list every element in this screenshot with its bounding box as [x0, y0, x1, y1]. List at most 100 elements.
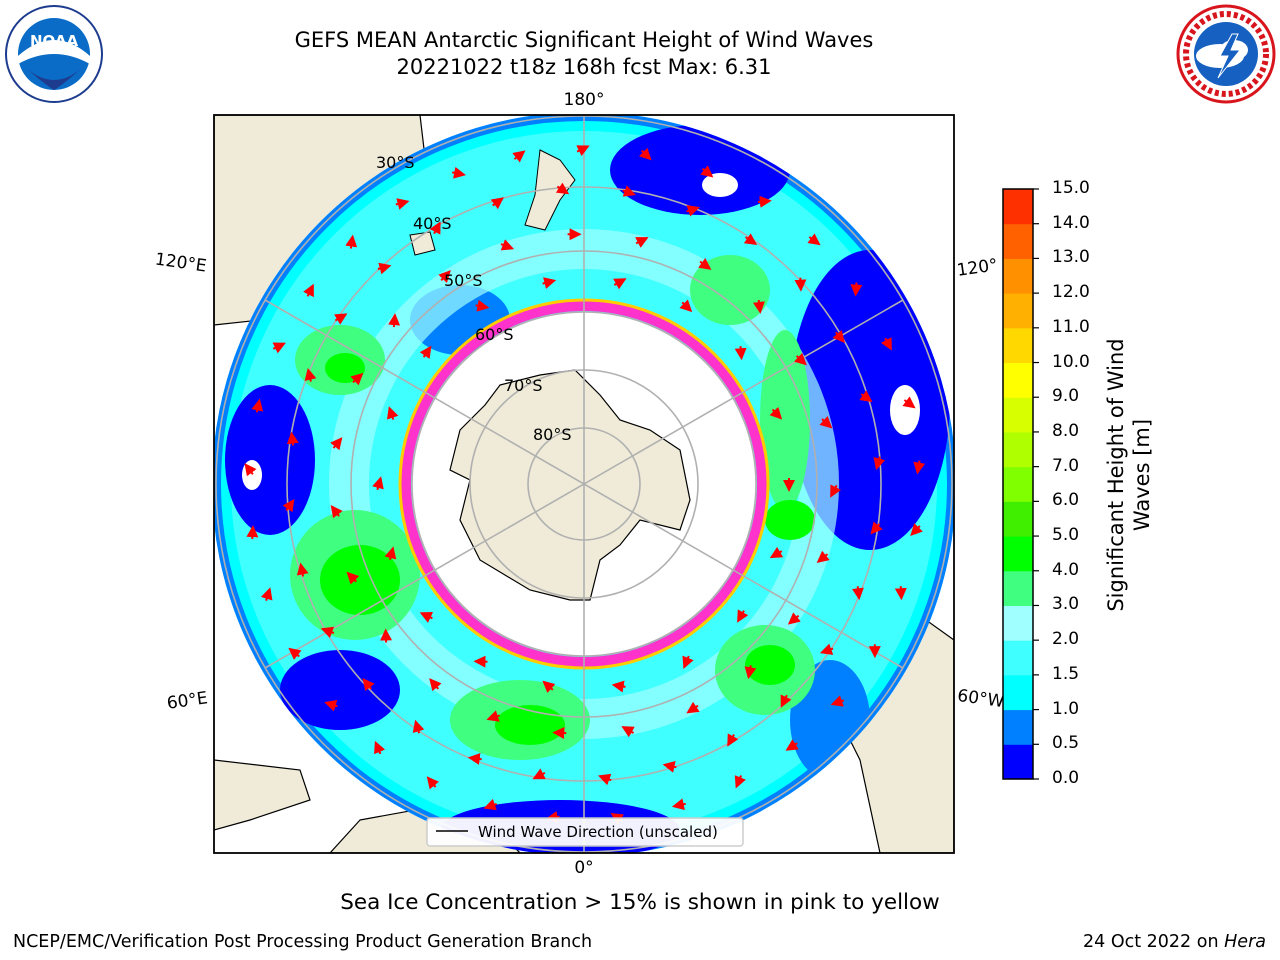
- wave-direction-arrow: [752, 299, 765, 314]
- latitude-labels: 30°S 40°S 50°S 60°S 70°S 80°S: [376, 153, 572, 444]
- wave-direction-arrow: [282, 498, 295, 513]
- wave-direction-arrow: [552, 727, 567, 740]
- lon-label-180: 180°: [564, 90, 605, 110]
- wave-direction-arrow: [727, 733, 739, 747]
- lat-label-80s: 80°S: [533, 425, 572, 444]
- wave-direction-arrow: [757, 195, 772, 208]
- wave-direction-arrow: [734, 346, 747, 361]
- colorbar-tick-label: 9.0: [1052, 386, 1080, 407]
- wave-direction-arrow: [611, 680, 626, 693]
- colorbar-segment: [1003, 640, 1033, 676]
- wave-direction-arrow: [345, 234, 358, 249]
- wave-direction-arrow: [830, 695, 845, 707]
- legend-label: Wind Wave Direction (unscaled): [478, 823, 718, 841]
- wave-direction-arrow: [246, 525, 259, 540]
- colorbar-segment: [1003, 674, 1033, 711]
- chart-subtitle: 20221022 t18z 168h fcst Max: 6.31: [396, 55, 772, 79]
- wave-direction-arrow: [913, 460, 926, 475]
- colorbar-tick-label: 8.0: [1052, 420, 1080, 441]
- wave-direction-arrow: [429, 221, 441, 235]
- wave-direction-arrow: [894, 586, 907, 601]
- wave-direction-arrow: [452, 166, 466, 179]
- graticule: [215, 115, 953, 853]
- wave-direction-arrow: [769, 546, 784, 559]
- wave-direction-arrow: [490, 197, 504, 210]
- wave-direction-arrow: [512, 150, 526, 163]
- colorbar-segment: [1003, 362, 1033, 398]
- wave-direction-arrow: [816, 550, 830, 563]
- wave-direction-arrow: [785, 739, 799, 751]
- lat-label-60s: 60°S: [475, 325, 514, 344]
- colorbar-tick-label: 1.5: [1052, 663, 1080, 684]
- lat-label-40s: 40°S: [413, 214, 452, 233]
- wave-direction-arrow: [686, 701, 700, 714]
- date-footer: 24 Oct 2022 on Hera: [1083, 932, 1266, 952]
- wind-wave-arrows: [244, 145, 926, 825]
- antarctica-land: [449, 369, 691, 601]
- wave-direction-arrow: [320, 626, 335, 639]
- colorbar-label: Significant Height of Wind Waves [m]: [1104, 338, 1154, 612]
- wave-direction-arrow: [830, 484, 842, 498]
- lat-label-30s: 30°S: [376, 153, 415, 172]
- wave-direction-arrow: [744, 665, 757, 680]
- colorbar-segment: [1003, 605, 1033, 641]
- lon-label-60w: 60°W: [956, 686, 1005, 712]
- wave-direction-arrow: [346, 571, 360, 585]
- wave-direction-arrow: [662, 761, 677, 773]
- wave-direction-arrow: [251, 398, 264, 413]
- colorbar-tick-label: 7.0: [1052, 455, 1080, 476]
- wave-direction-arrow: [377, 262, 392, 275]
- lon-label-60e: 60°E: [166, 688, 209, 713]
- lat-label-50s: 50°S: [444, 271, 483, 290]
- wave-direction-arrow: [362, 678, 375, 692]
- wave-direction-arrow: [374, 740, 386, 755]
- wave-direction-arrow: [873, 456, 886, 471]
- colorbar-segment: [1003, 466, 1033, 502]
- colorbar-segment: [1003, 709, 1033, 745]
- wave-direction-arrow: [819, 415, 833, 429]
- noaa-logo-icon: NOAA: [5, 5, 103, 103]
- colorbar-segment: [1003, 189, 1033, 225]
- lon-label-120w: 120°: [956, 255, 999, 281]
- colorbar-tick-label: 0.0: [1052, 768, 1080, 788]
- new-zealand-land: [524, 149, 576, 231]
- wave-direction-arrow: [272, 342, 286, 354]
- wave-direction-arrow: [475, 299, 490, 312]
- wave-direction-arrow: [532, 768, 546, 780]
- wave-direction-arrow: [638, 147, 652, 161]
- sea-ice-caption: Sea Ice Concentration > 15% is shown in …: [340, 890, 940, 915]
- wave-direction-arrow: [304, 367, 317, 382]
- wave-direction-arrow: [542, 277, 557, 289]
- wave-direction-arrow: [426, 776, 439, 790]
- colorbar-tick-label: 12.0: [1052, 282, 1090, 303]
- wave-direction-arrow: [483, 798, 498, 811]
- colorbar-segment: [1003, 293, 1033, 329]
- wave-direction-arrow: [350, 372, 364, 386]
- colorbar-tick-label: 5.0: [1052, 525, 1080, 546]
- wave-direction-arrow: [769, 406, 783, 420]
- chart-title: GEFS MEAN Antarctic Significant Height o…: [294, 28, 874, 52]
- wave-direction-arrow: [880, 337, 892, 351]
- wave-direction-arrow: [870, 521, 883, 535]
- wave-direction-arrow: [303, 283, 314, 298]
- lon-label-0: 0°: [574, 858, 593, 878]
- colorbar-tick-label: 2.0: [1052, 629, 1080, 650]
- wave-direction-arrow: [910, 523, 923, 536]
- noaa-logo-text: NOAA: [30, 32, 79, 50]
- wave-direction-arrow: [486, 710, 501, 722]
- colorbar-segment: [1003, 223, 1033, 259]
- wave-direction-arrow: [467, 752, 482, 765]
- wave-direction-arrow: [807, 233, 821, 246]
- wave-direction-arrow: [244, 463, 257, 477]
- colorbar-tick-label: 11.0: [1052, 316, 1090, 337]
- wave-direction-arrow: [324, 699, 338, 712]
- wave-direction-arrow: [819, 643, 834, 655]
- colorbar-segment: [1003, 258, 1033, 294]
- wave-direction-arrow: [419, 345, 432, 359]
- colorbar-tick-label: 15.0: [1052, 178, 1090, 198]
- colorbar-tick-label: 10.0: [1052, 351, 1090, 372]
- colorbar-tick-label: 14.0: [1052, 212, 1090, 233]
- colorbar-segment: [1003, 536, 1033, 572]
- wave-direction-arrow: [671, 798, 686, 811]
